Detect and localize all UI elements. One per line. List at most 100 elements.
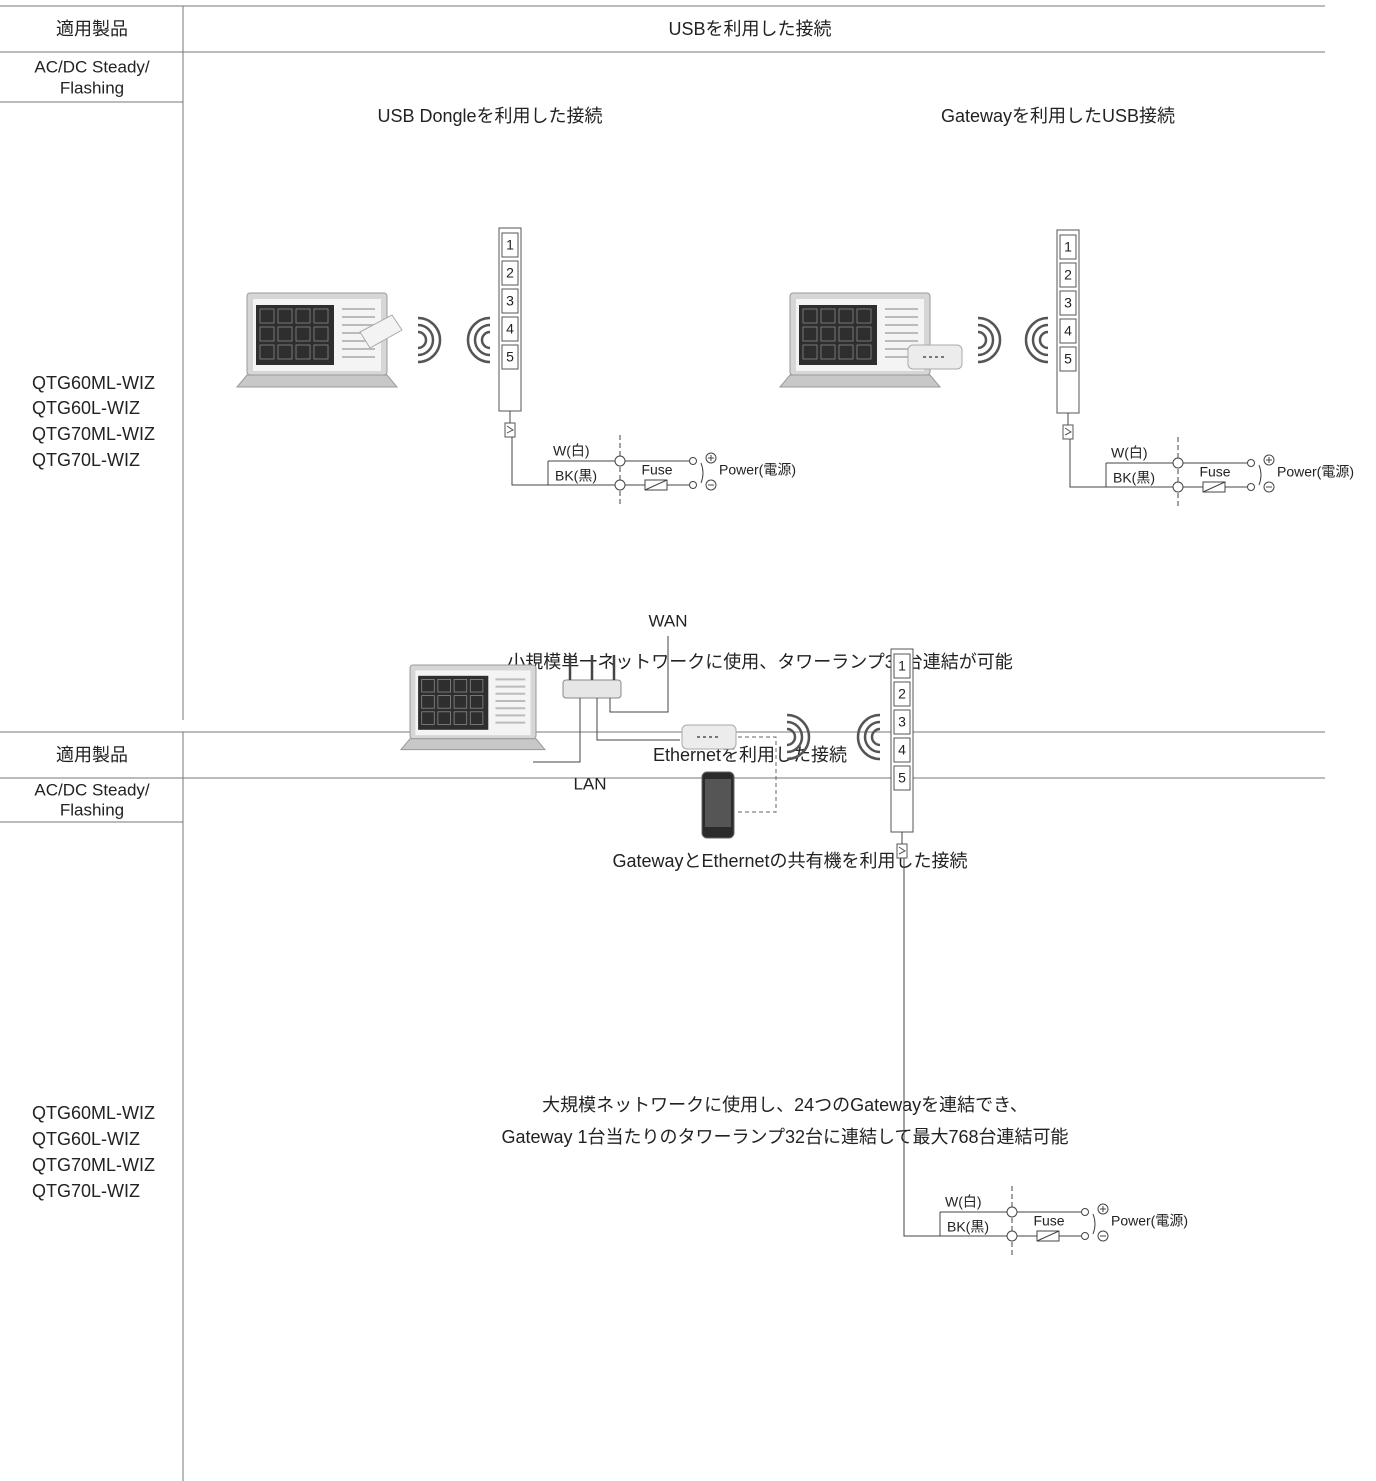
laptop-tile [437, 679, 451, 693]
lamp-connector [504, 422, 516, 438]
radio-wave [977, 316, 1002, 364]
laptop-tile [295, 344, 311, 360]
laptop-tile [838, 326, 854, 342]
laptop-tile [856, 344, 872, 360]
terminal [1247, 483, 1255, 491]
radio-wave [870, 727, 881, 747]
series-label: AC/DC Steady/ [34, 57, 150, 76]
lamp-connector-mark [506, 425, 514, 434]
lamp-tier [1059, 234, 1077, 260]
lamp-tier [501, 344, 519, 370]
radio-wave [417, 323, 435, 357]
product: QTG60ML-WIZ [32, 1103, 155, 1123]
gateway-led [697, 736, 700, 738]
drawings: 1 2 3 4 5 W(白) BK(黒) Fuse Power(電源) 1 2 3 4 5 W(白) BK(黒… [235, 227, 1354, 1258]
lamp-tier-number: 2 [1064, 267, 1072, 283]
lamp-tier-number: 5 [898, 770, 906, 786]
lamp-tier-number: 1 [506, 237, 514, 253]
gateway-led [929, 356, 932, 358]
power-bracket [1258, 464, 1262, 486]
laptop-tile [259, 326, 275, 342]
product: QTG70L-WIZ [32, 1181, 140, 1201]
terminal [689, 457, 697, 465]
plus-symbol [1263, 454, 1275, 466]
lamp-tier [1059, 318, 1077, 344]
diagram-title: Gatewayを利用したUSB接続 [941, 106, 1175, 126]
wire-label: BK(黒) [947, 1219, 989, 1235]
terminal [614, 479, 626, 491]
laptop-panel [256, 305, 334, 365]
lamp-tier-number: 2 [898, 686, 906, 702]
gateway-led [935, 356, 938, 358]
radio-wave [480, 330, 491, 350]
lamp-tier-number: 3 [506, 293, 514, 309]
usb-dongle [359, 314, 403, 349]
header-label: 適用製品 [56, 745, 128, 765]
laptop-tile [820, 326, 836, 342]
gateway-led [715, 736, 718, 738]
note: 小規模単一ネットワークに使用、タワーランプ32台連結が可能 [507, 652, 1012, 672]
lan-cable [533, 698, 581, 763]
plus-symbol [1097, 1203, 1109, 1215]
terminal [1172, 457, 1184, 469]
laptop-tile [802, 344, 818, 360]
laptop-tile [453, 695, 468, 709]
laptop-tile [453, 679, 468, 693]
laptop-tile [437, 711, 451, 725]
power-label: Power(電源) [1277, 464, 1354, 480]
note: 大規模ネットワークに使用し、24つのGatewayを連結でき、 [542, 1095, 1028, 1115]
laptop-tile [421, 695, 435, 709]
cable [511, 437, 620, 486]
lamp-tier-number: 5 [506, 349, 514, 365]
laptop-tile [820, 344, 836, 360]
laptop-tile [259, 308, 275, 324]
laptop-tile [277, 326, 293, 342]
laptop-tile [313, 308, 329, 324]
gateway-led [923, 356, 926, 358]
minus-symbol [1097, 1230, 1109, 1242]
lamp-tier [1059, 290, 1077, 316]
laptop-tile [277, 344, 293, 360]
laptop-tile [856, 308, 872, 324]
radio-wave [786, 720, 804, 754]
fuse-label: Fuse [1199, 464, 1230, 480]
radio-wave [786, 727, 797, 747]
radio-wave [856, 713, 881, 761]
product: QTG60L-WIZ [32, 1129, 140, 1149]
terminal [614, 455, 626, 467]
wire-label: W(白) [1111, 445, 1148, 461]
header-label: 適用製品 [56, 19, 128, 39]
laptop-tile [421, 711, 435, 725]
radio-wave [417, 316, 442, 364]
cable [903, 858, 1012, 1237]
laptop-tile [453, 711, 468, 725]
lamp-tier-number: 3 [898, 714, 906, 730]
diagram-title: GatewayとEthernetの共有機を利用した接続 [612, 851, 967, 871]
wire-label: BK(黒) [1113, 470, 1155, 486]
laptop-tile [313, 326, 329, 342]
fuse-label: Fuse [1033, 1213, 1064, 1229]
radio-wave [1038, 330, 1049, 350]
power-label: Power(電源) [1111, 1213, 1188, 1229]
lamp-connector-mark [898, 846, 906, 855]
terminal [1006, 1206, 1018, 1218]
power-bracket [700, 462, 704, 484]
product: QTG70ML-WIZ [32, 424, 155, 444]
laptop-panel [799, 305, 877, 365]
gateway-led [709, 736, 712, 738]
lamp-connector [1062, 424, 1074, 440]
lamp-tier-number: 3 [1064, 295, 1072, 311]
lamp-tier [893, 681, 911, 707]
power-bracket [1092, 1213, 1096, 1235]
laptop-tile [277, 308, 293, 324]
plus-symbol [705, 452, 717, 464]
wire-label: W(白) [945, 1194, 982, 1210]
laptop-tile [838, 308, 854, 324]
lamp-connector-mark [1064, 427, 1072, 436]
product: QTG70ML-WIZ [32, 1155, 155, 1175]
gateway-led [941, 356, 944, 358]
minus-symbol [705, 479, 717, 491]
wan-cable [609, 636, 669, 713]
